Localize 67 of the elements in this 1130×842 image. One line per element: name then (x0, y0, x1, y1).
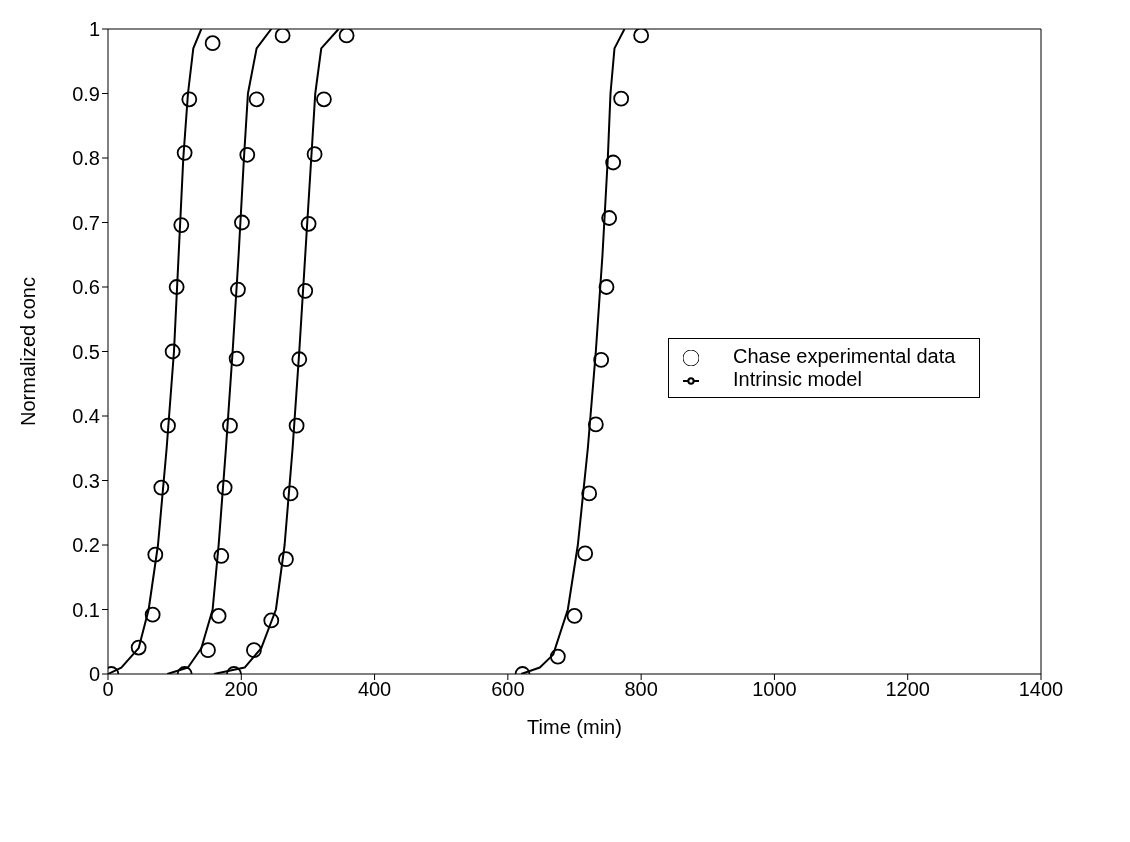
y-tick-label: 0.8 (72, 147, 100, 170)
point (210, 608, 227, 624)
point (633, 29, 650, 44)
point (566, 608, 583, 624)
point (144, 606, 161, 623)
point (300, 215, 317, 232)
point (216, 479, 233, 496)
point (222, 417, 238, 434)
x-axis-title: Time (min) (527, 716, 622, 738)
point (338, 29, 355, 44)
point (581, 485, 598, 502)
x-tick-label: 400 (357, 678, 392, 701)
y-tick-label: 0.4 (72, 405, 100, 428)
x-tick-label: 1400 (1018, 678, 1064, 701)
point (598, 279, 615, 295)
x-tick-label: 1000 (752, 678, 797, 701)
point (278, 551, 294, 568)
x-tick-label: 200 (224, 678, 258, 701)
point (230, 281, 246, 298)
point (213, 548, 230, 564)
y-axis-title: Normalized conc (17, 277, 40, 426)
legend-label: Intrinsic model (733, 368, 862, 390)
y-tick-label: 1 (88, 18, 100, 41)
x-tick-label: 800 (624, 678, 658, 701)
point (234, 214, 250, 231)
point (164, 343, 181, 360)
point (601, 210, 618, 226)
x-tick-label: 1200 (885, 678, 930, 701)
point (168, 279, 185, 295)
point (160, 417, 176, 434)
point (593, 351, 610, 368)
point (176, 144, 193, 161)
y-tick-label: 0.5 (72, 340, 100, 363)
point (549, 648, 566, 665)
x-tick-label: 0 (102, 678, 114, 701)
point (246, 642, 262, 659)
point (274, 29, 291, 44)
point (263, 612, 280, 629)
point (130, 639, 147, 656)
y-tick-label: 0.6 (72, 276, 100, 299)
point (613, 90, 630, 107)
point (316, 91, 332, 108)
point (587, 416, 604, 433)
point (306, 146, 323, 163)
point (297, 282, 314, 299)
y-tick-label: 0.3 (72, 469, 100, 492)
point (173, 217, 190, 233)
point (248, 91, 265, 108)
point (577, 545, 594, 562)
point (147, 546, 164, 563)
y-tick-label: 0.9 (72, 82, 100, 105)
y-tick-label: 0.2 (72, 534, 100, 557)
legend-label: Chase experimental data (733, 345, 956, 367)
y-tick-label: 0.7 (72, 211, 100, 234)
point (228, 350, 245, 367)
point (204, 35, 221, 52)
point (291, 351, 308, 368)
y-tick-label: 0.1 (72, 598, 100, 621)
point (181, 91, 198, 108)
point (282, 485, 299, 502)
point (153, 479, 170, 496)
point (288, 417, 305, 434)
point (239, 146, 256, 163)
point (200, 642, 216, 659)
point (605, 154, 622, 171)
x-tick-label: 600 (491, 678, 525, 701)
y-tick-label: 0 (88, 663, 100, 686)
